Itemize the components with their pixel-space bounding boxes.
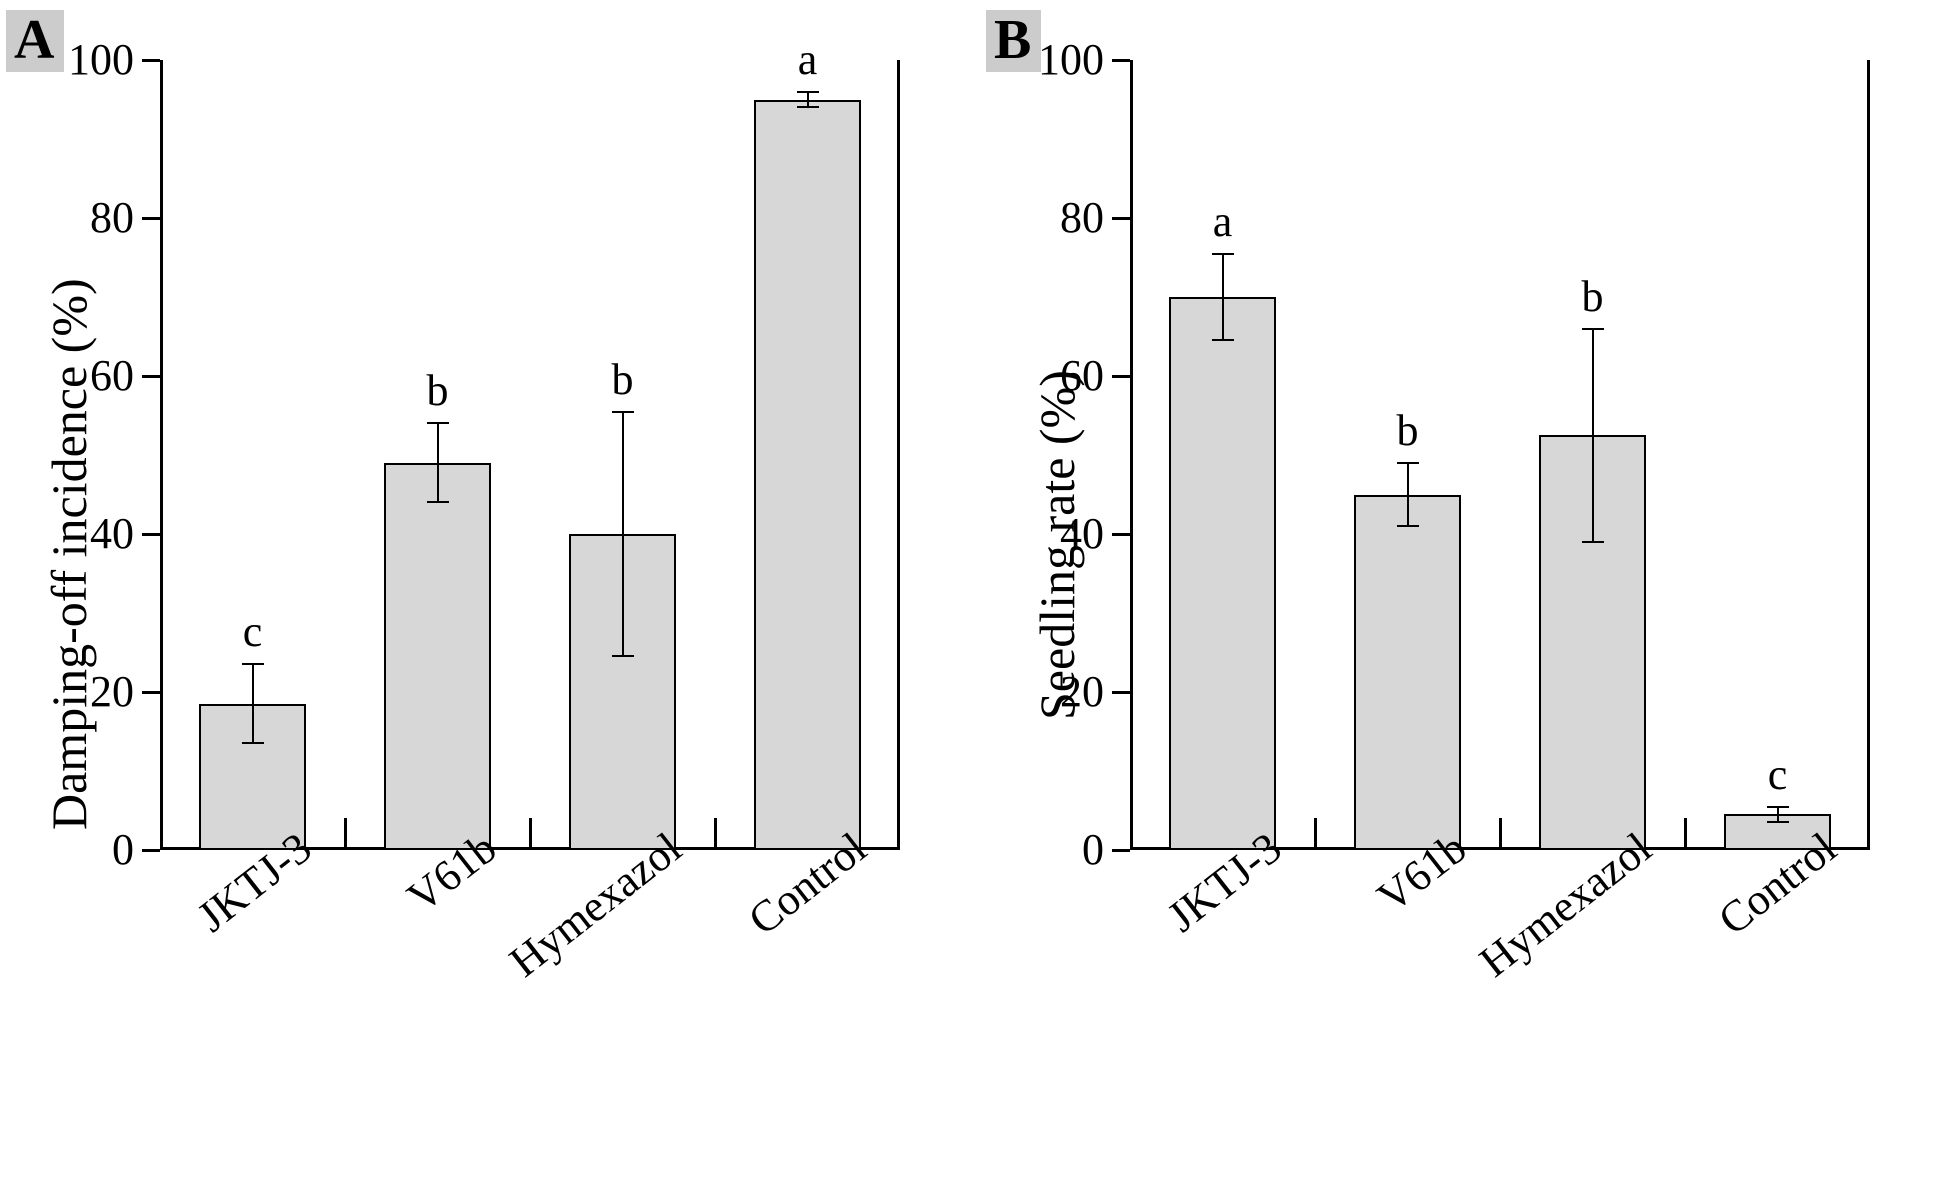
y-axis-right [1867, 60, 1870, 850]
bar [1169, 297, 1276, 850]
panel-b-ylabel: Seedling rate (%) [1028, 370, 1086, 720]
sig-letter: a [1193, 196, 1253, 247]
bar [754, 100, 861, 851]
sig-letter: b [1563, 271, 1623, 322]
error-bar [1777, 807, 1779, 823]
sig-letter: c [223, 606, 283, 657]
y-axis [1130, 60, 1133, 850]
error-bar [437, 423, 439, 502]
panel-a-ylabel: Damping-off incidence (%) [40, 278, 98, 830]
panel-a-plot: 020406080100cJKTJ-3bV61bbHymexazolaContr… [160, 60, 900, 850]
error-cap [427, 501, 449, 503]
x-tick [1314, 818, 1317, 850]
error-cap [797, 91, 819, 93]
y-tick-label: 100 [50, 34, 134, 85]
error-cap [242, 742, 264, 744]
y-tick [142, 533, 160, 536]
error-cap [1397, 525, 1419, 527]
error-cap [427, 422, 449, 424]
figure: A 020406080100cJKTJ-3bV61bbHymexazolaCon… [0, 0, 1940, 1195]
error-cap [1767, 821, 1789, 823]
error-bar [1592, 329, 1594, 542]
error-cap [1397, 462, 1419, 464]
sig-letter: b [408, 365, 468, 416]
panel-b-plot: 020406080100aJKTJ-3bV61bbHymexazolcContr… [1130, 60, 1870, 850]
error-cap [612, 411, 634, 413]
y-tick [1112, 217, 1130, 220]
y-tick [1112, 533, 1130, 536]
y-tick-label: 80 [1020, 192, 1104, 243]
error-cap [797, 106, 819, 108]
error-bar [807, 92, 809, 108]
error-cap [1212, 253, 1234, 255]
y-tick [1112, 691, 1130, 694]
x-tick [1499, 818, 1502, 850]
sig-letter: b [1378, 405, 1438, 456]
sig-letter: a [778, 34, 838, 85]
x-tick [1684, 818, 1687, 850]
y-tick [1112, 59, 1130, 62]
error-cap [1582, 541, 1604, 543]
y-tick [1112, 375, 1130, 378]
y-tick-label: 80 [50, 192, 134, 243]
y-tick [142, 691, 160, 694]
error-cap [1582, 328, 1604, 330]
y-tick [142, 375, 160, 378]
y-tick-label: 100 [1020, 34, 1104, 85]
bar [384, 463, 491, 850]
error-cap [1767, 806, 1789, 808]
y-tick-label: 0 [1020, 824, 1104, 875]
error-cap [1212, 339, 1234, 341]
y-tick [142, 59, 160, 62]
y-tick-label: 0 [50, 824, 134, 875]
sig-letter: b [593, 354, 653, 405]
error-bar [1222, 254, 1224, 341]
y-axis-right [897, 60, 900, 850]
x-tick [714, 818, 717, 850]
y-axis [160, 60, 163, 850]
sig-letter: c [1748, 749, 1808, 800]
y-tick [1112, 849, 1130, 852]
bar [1354, 495, 1461, 851]
x-tick [344, 818, 347, 850]
error-cap [242, 663, 264, 665]
y-tick [142, 849, 160, 852]
x-tick [529, 818, 532, 850]
error-bar [252, 664, 254, 743]
error-cap [612, 655, 634, 657]
y-tick [142, 217, 160, 220]
error-bar [622, 412, 624, 657]
error-bar [1407, 463, 1409, 526]
